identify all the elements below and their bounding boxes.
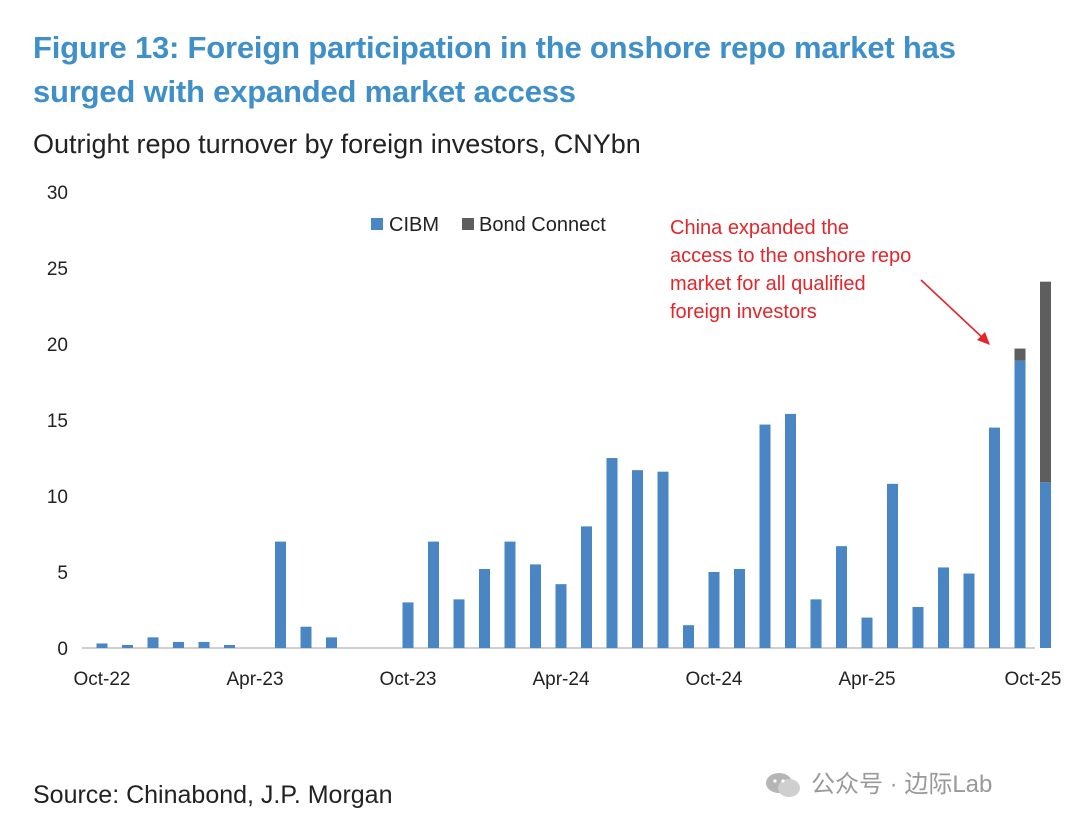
legend: CIBM Bond Connect [371, 214, 606, 236]
bar-cibm [657, 471, 669, 648]
annotation-line-2: access to the onshore repo [670, 245, 911, 267]
bar-cibm [453, 599, 465, 648]
bar-cibm [606, 458, 618, 648]
bar-cibm [708, 572, 720, 648]
x-tick-label: Oct-22 [73, 669, 130, 690]
bar-cibm [938, 567, 949, 648]
annotation-arrow [920, 279, 986, 341]
bar-cibm [861, 617, 873, 648]
bar-cibm [887, 483, 898, 648]
y-tick-label: 30 [47, 183, 68, 204]
annotation-line-3: market for all qualified [670, 273, 866, 295]
bar-cibm [810, 599, 822, 648]
x-tick-label: Oct-23 [379, 669, 436, 690]
bar-bond-connect [1040, 281, 1051, 483]
bar-cibm [734, 568, 745, 648]
x-tick-label: Oct-24 [685, 669, 742, 690]
bar-cibm [504, 541, 516, 648]
bar-cibm [173, 641, 184, 648]
x-axis-ticks: Oct-22 Apr-23 Oct-23 Apr-24 Oct-24 Apr-25 Oct-… [73, 669, 1061, 690]
annotation-arrowhead [977, 332, 990, 345]
x-tick-label: Apr-25 [838, 669, 895, 690]
bar-cibm [836, 546, 847, 648]
legend-swatch-bond-connect [462, 218, 474, 230]
bar-cibm [989, 427, 1000, 648]
y-tick-label: 20 [47, 335, 68, 356]
x-tick-label: Apr-23 [226, 669, 283, 690]
bar-cibm [147, 637, 159, 648]
watermark: 公众号 · 边际Lab [765, 768, 992, 802]
bar-cibm [198, 641, 210, 648]
y-tick-label: 25 [47, 259, 68, 280]
bar-cibm [963, 573, 975, 648]
annotation-line-1: China expanded the [670, 217, 849, 239]
bar-cibm [275, 541, 286, 648]
y-tick-label: 15 [47, 411, 68, 432]
bar-cibm [96, 643, 108, 648]
bar-cibm [122, 644, 133, 648]
bar-cibm [530, 564, 541, 648]
bar-cibm [402, 602, 414, 648]
bar-cibm [326, 637, 337, 648]
bar-cibm [479, 568, 490, 648]
bar-cibm [1014, 360, 1026, 648]
y-tick-label: 5 [57, 563, 68, 584]
bar-cibm [1040, 482, 1051, 648]
y-tick-label: 0 [57, 639, 68, 660]
legend-swatch-cibm [371, 218, 383, 230]
y-axis-ticks: 0 5 10 15 20 25 30 [47, 183, 68, 660]
bar-cibm [581, 526, 592, 648]
legend-label-cibm: CIBM [389, 214, 439, 236]
y-tick-label: 10 [47, 487, 68, 508]
annotation: China expanded the access to the onshore… [670, 217, 990, 345]
chart-subtitle: Outright repo turnover by foreign invest… [33, 129, 641, 159]
bar-cibm [555, 584, 567, 648]
watermark-text: 公众号 · 边际Lab [811, 771, 993, 798]
bar-cibm [785, 413, 796, 648]
x-tick-label: Apr-24 [532, 669, 589, 690]
bar-cibm [224, 644, 235, 648]
bar-bond-connect [1014, 348, 1026, 361]
bar-cibm [428, 541, 439, 648]
bar-cibm [683, 625, 694, 648]
bar-cibm [759, 424, 771, 648]
bar-cibm [632, 470, 643, 648]
figure-title: Figure 13: Foreign participation in the … [33, 30, 956, 109]
source-note: Source: Chinabond, J.P. Morgan [33, 781, 393, 809]
bars [96, 281, 1051, 648]
bar-cibm [300, 626, 312, 648]
bar-cibm [912, 606, 924, 648]
annotation-line-4: foreign investors [670, 301, 817, 323]
wechat-logo-icon [766, 773, 800, 797]
legend-label-bond-connect: Bond Connect [479, 214, 606, 236]
x-tick-label: Oct-25 [1004, 669, 1061, 690]
